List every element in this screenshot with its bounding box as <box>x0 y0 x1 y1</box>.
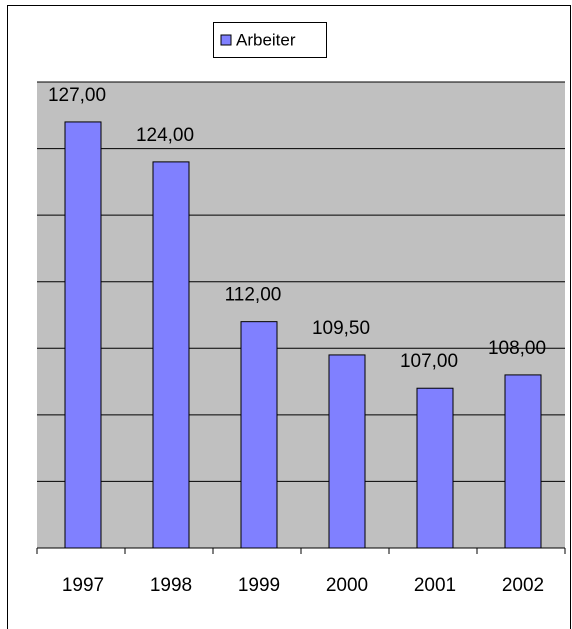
value-label: 107,00 <box>400 351 458 372</box>
x-tick-label: 2001 <box>414 575 456 596</box>
bar <box>416 387 454 549</box>
x-tick-label: 1998 <box>150 575 192 596</box>
value-label: 108,00 <box>488 338 546 359</box>
x-tick-label: 1997 <box>62 575 104 596</box>
bar <box>328 354 366 549</box>
value-label: 127,00 <box>48 85 106 106</box>
x-tick-label: 2000 <box>326 575 368 596</box>
value-label: 124,00 <box>136 125 194 146</box>
value-label: 109,50 <box>312 318 370 339</box>
value-label: 112,00 <box>225 285 282 306</box>
x-tick-label: 1999 <box>238 575 280 596</box>
legend-swatch <box>220 34 232 46</box>
bar <box>152 161 190 549</box>
bar <box>64 121 102 549</box>
bar <box>504 374 542 549</box>
x-tick-label: 2002 <box>502 575 544 596</box>
legend-label: Arbeiter <box>236 30 296 49</box>
legend-box <box>213 22 327 58</box>
bar <box>240 321 278 549</box>
plot-area <box>37 82 565 548</box>
